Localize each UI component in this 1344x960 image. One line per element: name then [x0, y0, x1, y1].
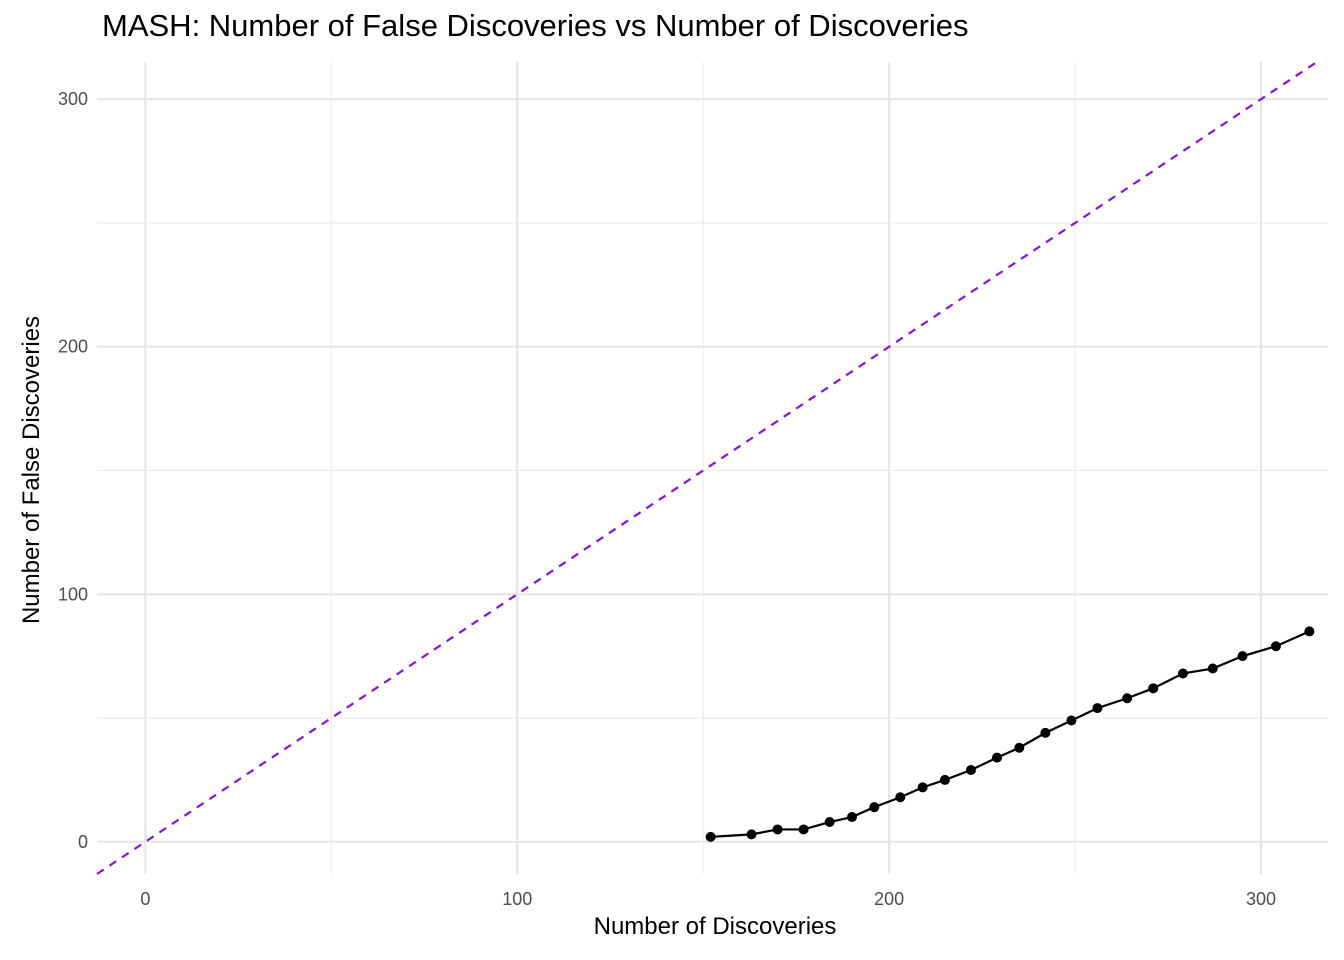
major-gridlines — [97, 62, 1328, 874]
y-tick-label: 300 — [58, 89, 88, 109]
data-point — [939, 774, 950, 785]
data-point — [1177, 668, 1188, 679]
data-point — [1148, 683, 1159, 694]
data-point — [992, 752, 1003, 763]
data-point — [895, 792, 906, 803]
data-point — [1237, 651, 1248, 662]
y-tick-label: 200 — [58, 337, 88, 357]
series-line — [710, 630, 1310, 838]
data-point — [869, 802, 880, 813]
minor-gridlines — [97, 62, 1328, 874]
x-tick-label: 200 — [874, 889, 904, 909]
data-point — [705, 831, 716, 842]
chart-title: MASH: Number of False Discoveries vs Num… — [102, 8, 969, 43]
y-tick-label: 0 — [78, 832, 88, 852]
data-point — [917, 782, 928, 793]
x-axis-label: Number of Discoveries — [593, 913, 837, 940]
x-tick-label: 300 — [1246, 889, 1276, 909]
data-point — [746, 829, 757, 840]
reference-line — [96, 61, 1318, 875]
data-point — [772, 824, 783, 835]
x-tick-label: 100 — [502, 889, 532, 909]
data-point — [1040, 727, 1051, 738]
y-tick-label: 100 — [58, 584, 88, 604]
data-point — [1304, 626, 1315, 637]
data-point — [1014, 742, 1025, 753]
data-point — [1207, 663, 1218, 674]
data-point — [1092, 703, 1103, 714]
tick-labels: 0 100 200 300 0 100 200 300 — [58, 89, 1276, 909]
data-point — [1122, 693, 1133, 704]
data-point — [798, 824, 809, 835]
data-point — [824, 817, 835, 828]
data-point — [1066, 715, 1077, 726]
reference-line-group — [96, 61, 1318, 875]
data-point — [1270, 641, 1281, 652]
series-group — [705, 626, 1315, 842]
x-tick-label: 0 — [140, 889, 150, 909]
data-point — [965, 765, 976, 776]
data-point — [846, 812, 857, 823]
